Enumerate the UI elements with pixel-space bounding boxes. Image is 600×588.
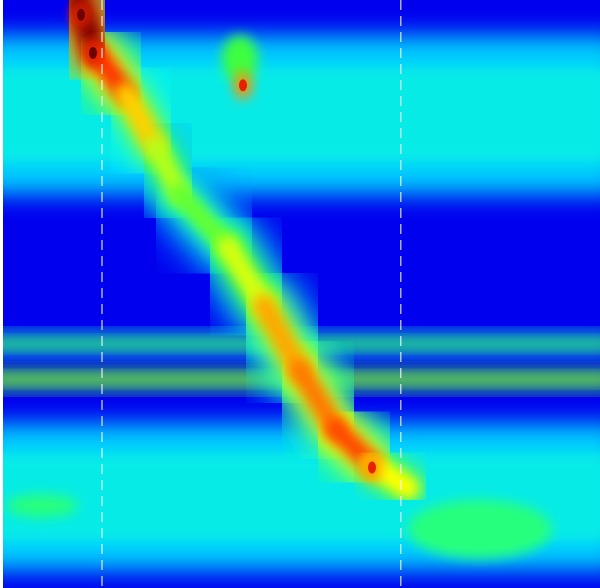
blob-green-top <box>222 35 258 83</box>
hot-spots <box>72 0 381 482</box>
ridge-core-segment-4 <box>169 183 239 258</box>
blob-lower-left <box>6 493 78 518</box>
hotspot-lower <box>368 461 376 474</box>
ridge-core-segment-7 <box>289 359 347 441</box>
main-ridge <box>43 0 443 524</box>
heat-blobs <box>6 35 552 559</box>
blob-lower-right <box>408 499 552 559</box>
left-border <box>0 0 3 588</box>
hotspot-small <box>239 79 247 92</box>
hotspot-top <box>77 8 85 21</box>
ridge-core-segment-5 <box>217 235 275 317</box>
vertical-markers <box>101 0 402 588</box>
hotspot-upper <box>89 46 97 59</box>
ridge-core-segment-6 <box>253 294 311 382</box>
